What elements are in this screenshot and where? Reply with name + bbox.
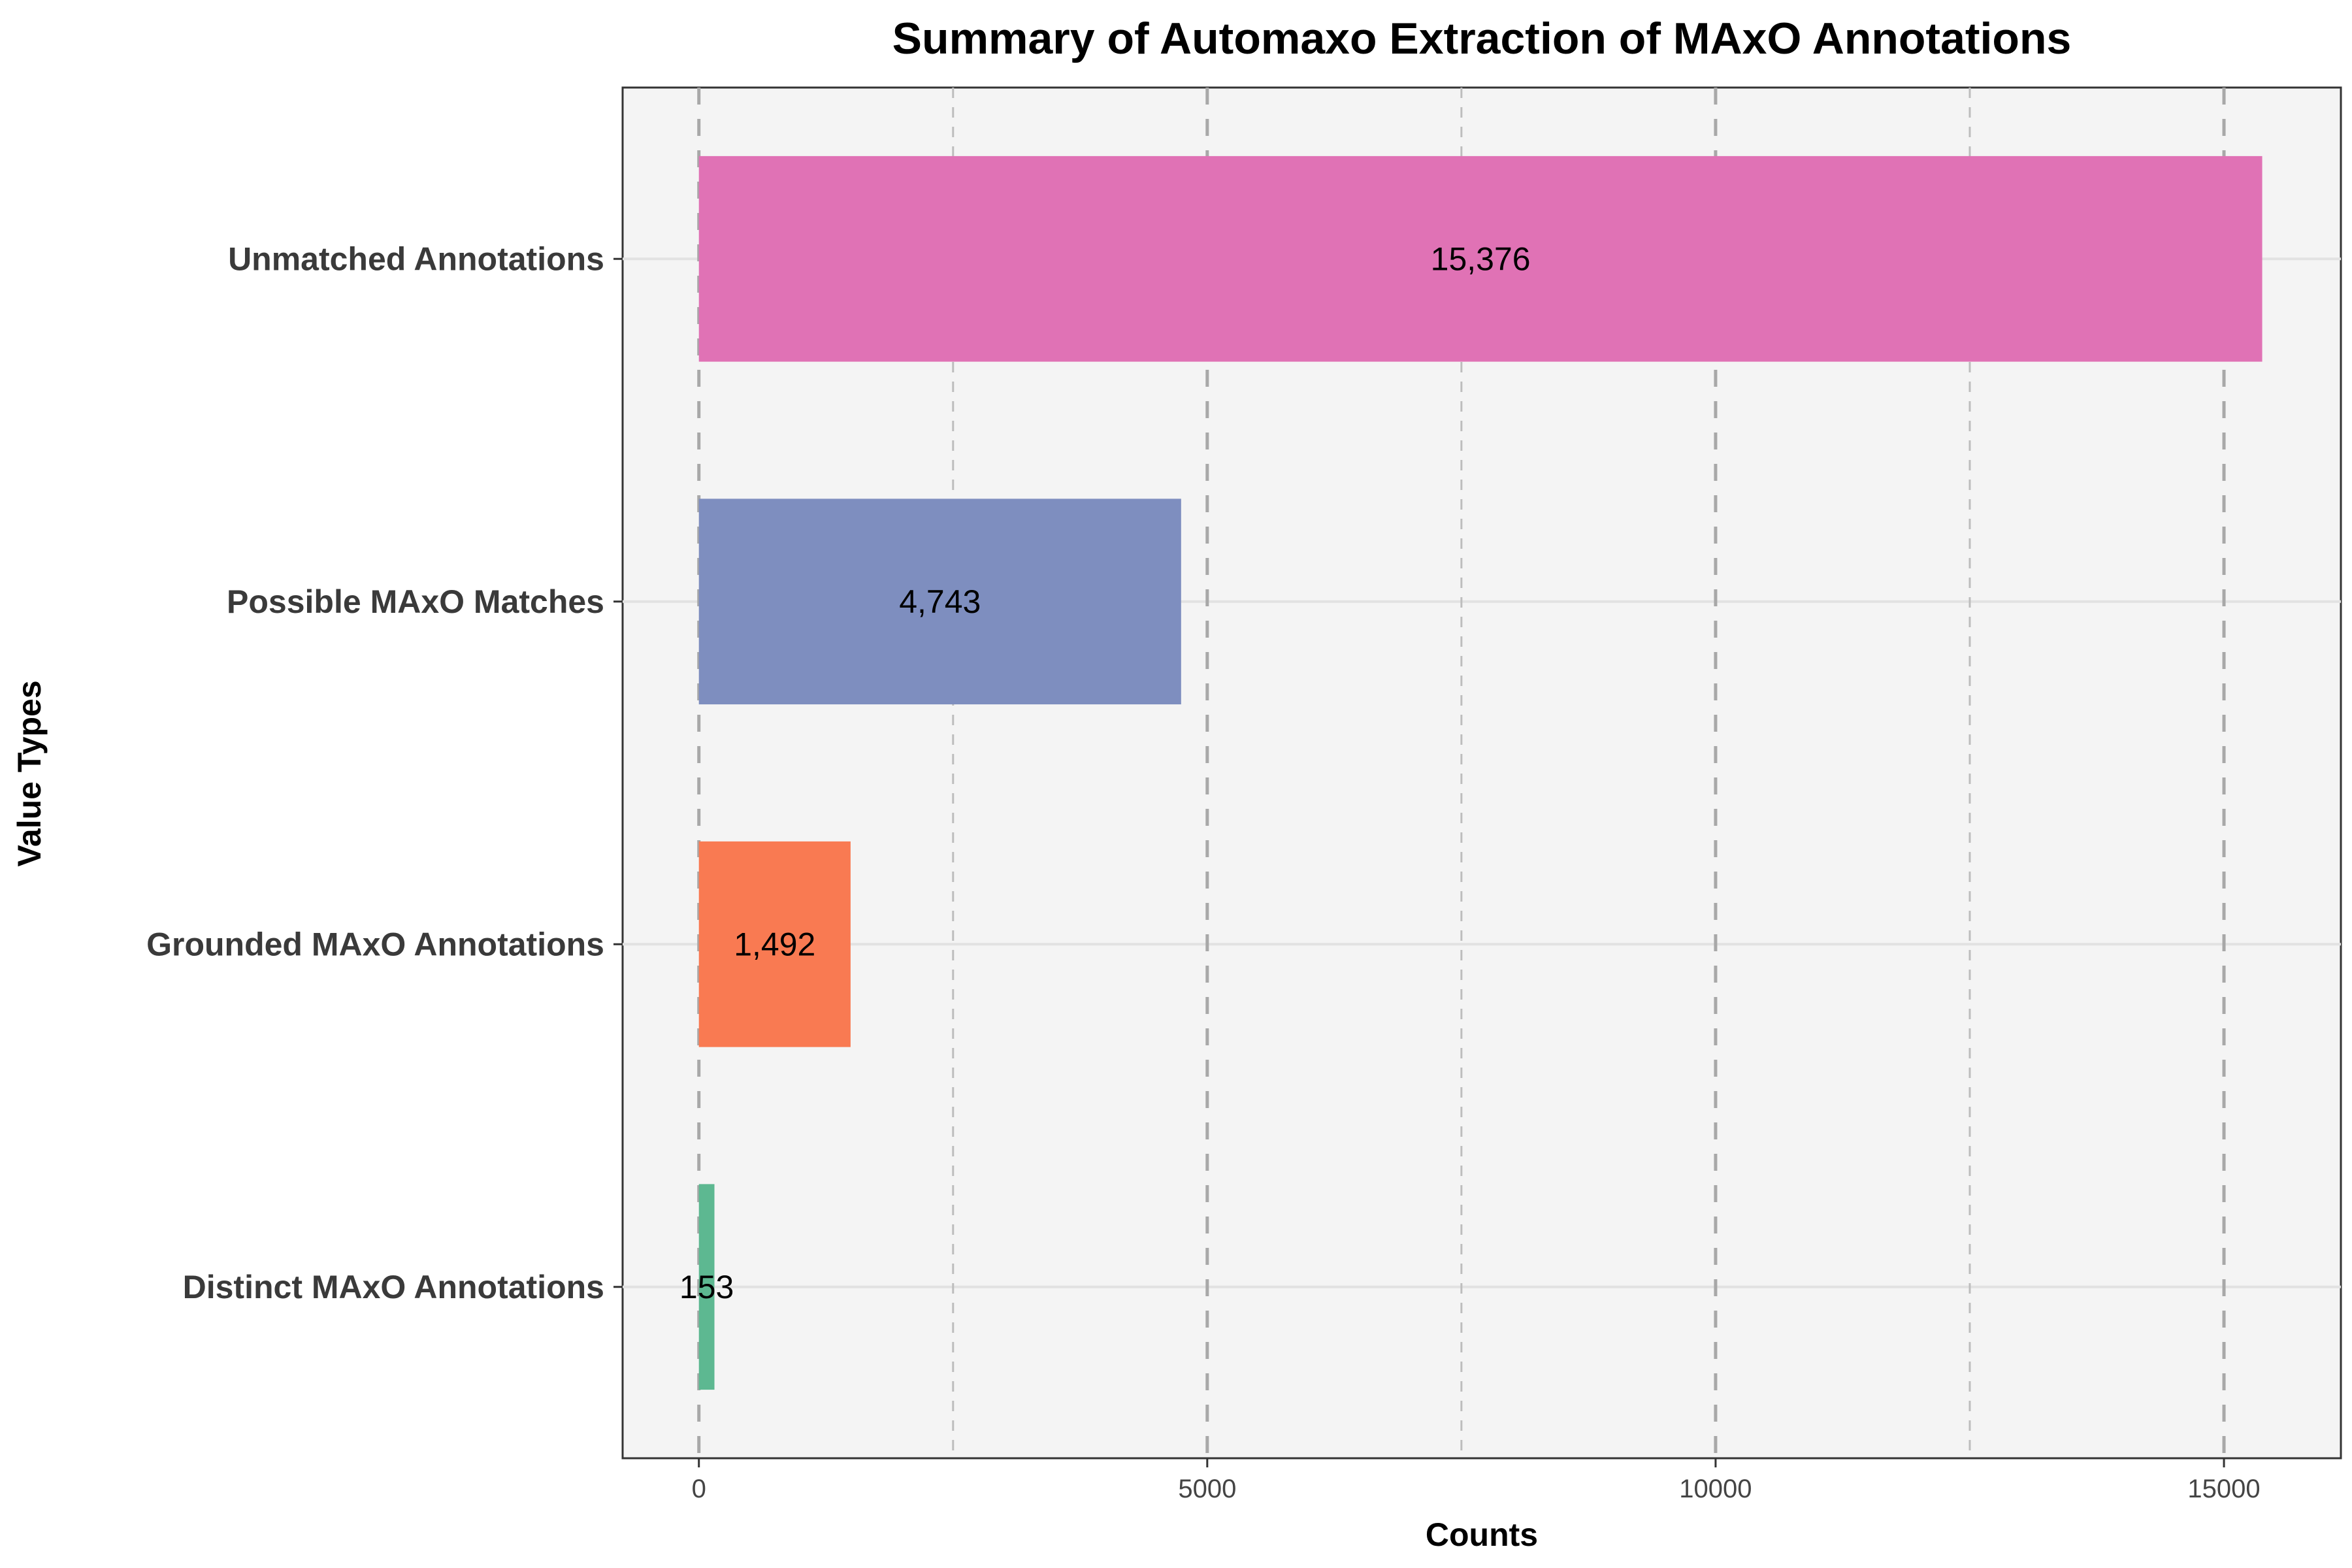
chart-title: Summary of Automaxo Extraction of MAxO A… xyxy=(892,14,2072,63)
category-label: Unmatched Annotations xyxy=(228,240,604,277)
bar xyxy=(698,1184,715,1390)
category-label: Grounded MAxO Annotations xyxy=(146,926,604,962)
category-label: Distinct MAxO Annotations xyxy=(183,1269,604,1305)
bar xyxy=(698,155,2262,362)
bar xyxy=(698,498,1181,705)
x-axis: 0 5000 10000 15000 xyxy=(692,1458,2261,1503)
bar xyxy=(698,841,851,1047)
bar-value-label: 1,492 xyxy=(734,926,815,962)
x-tick-label: 10000 xyxy=(1679,1475,1752,1503)
x-tick-label: 5000 xyxy=(1178,1475,1236,1503)
x-tick-label: 0 xyxy=(692,1475,706,1503)
bar-value-label: 15,376 xyxy=(1431,240,1531,277)
bar-value-label: 153 xyxy=(679,1269,734,1305)
y-axis: Unmatched Annotations Possible MAxO Match… xyxy=(146,240,623,1305)
bars xyxy=(698,155,2262,1390)
bar-value-labels: 15,376 4,743 1,492 153 xyxy=(679,240,1531,1305)
x-tick-label: 15000 xyxy=(2187,1475,2260,1503)
x-axis-title: Counts xyxy=(1426,1516,1538,1553)
y-axis-title: Value Types xyxy=(11,680,48,866)
bar-value-label: 4,743 xyxy=(899,583,981,620)
category-label: Possible MAxO Matches xyxy=(227,583,604,620)
